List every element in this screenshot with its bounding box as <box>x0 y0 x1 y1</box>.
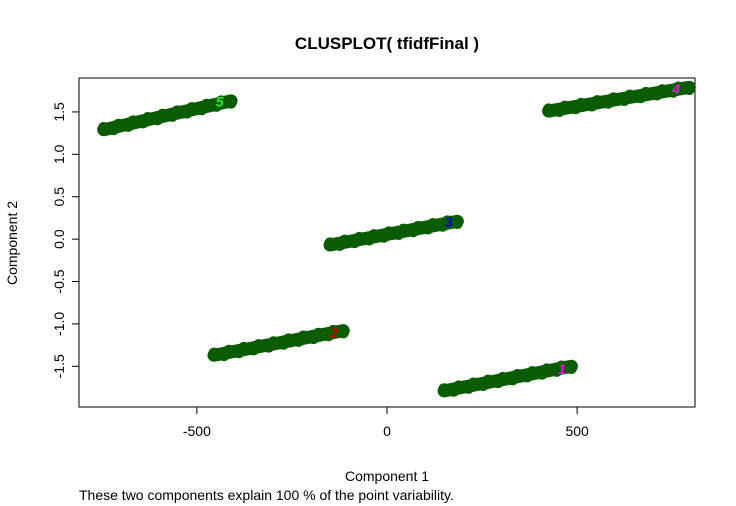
cluster-label-1: 1 <box>558 361 566 377</box>
cluster-5 <box>97 94 238 137</box>
cluster-label-4: 4 <box>671 81 680 97</box>
cluster-point <box>683 84 695 96</box>
y-tick-label: 0.0 <box>51 229 67 249</box>
x-tick-label: -500 <box>183 423 211 439</box>
cluster-labels-layer: 1 2 3 4 5 <box>216 81 680 377</box>
y-tick-label: -1.0 <box>51 312 67 336</box>
cluster-label-5: 5 <box>216 94 224 110</box>
cluster-point <box>565 362 577 374</box>
y-tick-label: 1.0 <box>51 144 67 164</box>
y-tick-label: 0.5 <box>51 187 67 207</box>
cluster-3 <box>323 214 464 252</box>
cluster-4 <box>542 80 696 118</box>
clusters-layer <box>97 80 696 398</box>
y-tick-label: -1.5 <box>51 354 67 378</box>
cluster-1 <box>437 359 578 398</box>
variability-caption: These two components explain 100 % of th… <box>79 487 454 503</box>
cluster-label-2: 2 <box>329 324 338 340</box>
x-tick-label: 0 <box>383 423 391 439</box>
cluster-point <box>451 218 463 230</box>
cluster-2 <box>207 324 350 362</box>
cluster-point <box>337 327 349 339</box>
y-tick-label: 1.5 <box>51 102 67 122</box>
x-axis-label: Component 1 <box>345 468 429 484</box>
x-axis: -500 0 500 <box>183 406 589 439</box>
cluster-label-3: 3 <box>445 214 453 230</box>
y-axis-label: Component 2 <box>4 201 20 285</box>
y-tick-label: -0.5 <box>51 269 67 293</box>
plot-area-border <box>78 77 696 408</box>
chart-title: CLUSPLOT( tfidfFinal ) <box>295 34 479 53</box>
y-axis: -1.5 -1.0 -0.5 0.0 0.5 1.0 1.5 <box>51 102 80 378</box>
cluster-point <box>225 97 237 109</box>
x-tick-label: 500 <box>565 423 589 439</box>
